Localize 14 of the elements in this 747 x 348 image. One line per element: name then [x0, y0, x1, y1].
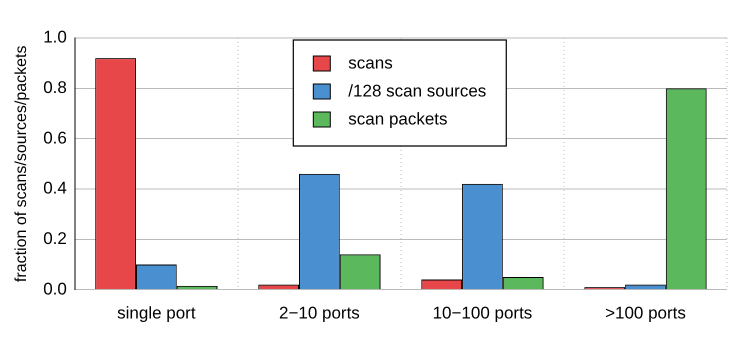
x-tick-label: single port: [117, 303, 196, 322]
y-tick-label: 0.0: [43, 279, 67, 298]
x-tick-label: 2−10 ports: [278, 303, 360, 322]
y-tick-label: 1.0: [43, 28, 67, 47]
y-axis-title: fraction of scans/sources/packets: [13, 46, 30, 282]
y-tick-label: 0.4: [43, 178, 67, 198]
x-tick-label: >100 ports: [605, 303, 686, 322]
y-tick-label: 0.6: [43, 128, 67, 148]
y-tick-label: 0.8: [43, 78, 67, 98]
legend-label: scans: [348, 54, 393, 73]
y-tick-label: 0.2: [43, 228, 67, 248]
legend-label: /128 scan sources: [348, 82, 486, 101]
x-tick-label: 10−100 ports: [432, 303, 532, 322]
legend-label: scan packets: [348, 110, 448, 129]
